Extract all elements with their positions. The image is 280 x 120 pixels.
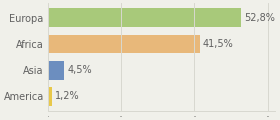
Text: 41,5%: 41,5%	[203, 39, 234, 49]
Bar	[48, 61, 64, 80]
Bar	[48, 8, 241, 27]
Text: 1,2%: 1,2%	[55, 91, 80, 101]
Bar	[48, 35, 200, 53]
Text: 4,5%: 4,5%	[67, 65, 92, 75]
Bar	[48, 87, 52, 106]
Text: 52,8%: 52,8%	[244, 13, 275, 23]
